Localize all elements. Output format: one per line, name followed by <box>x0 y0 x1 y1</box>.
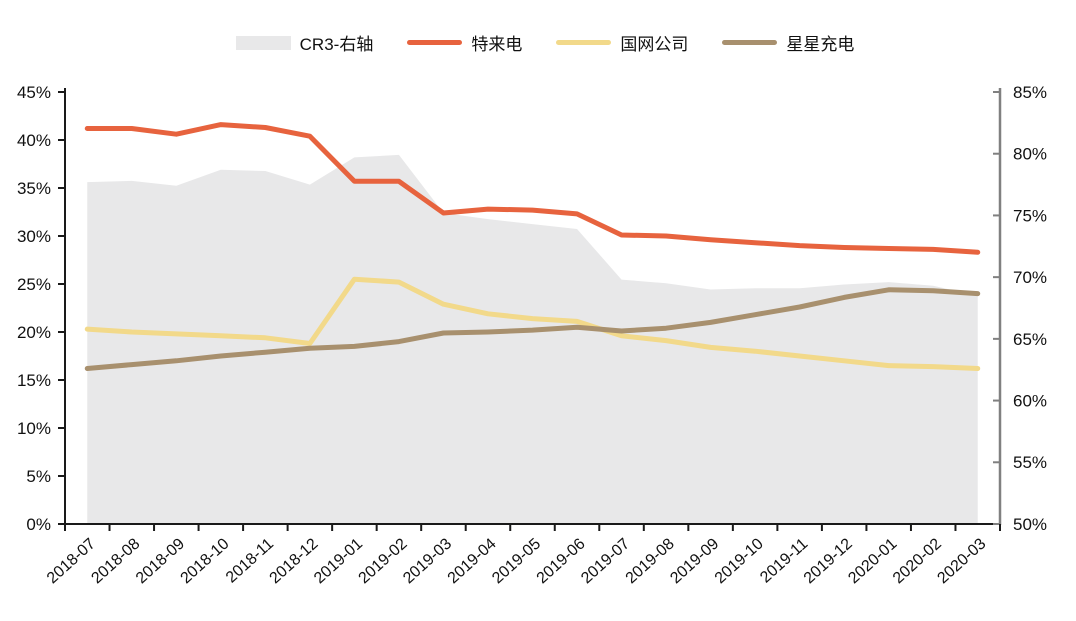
y-axis-label-right: 50% <box>1013 515 1047 534</box>
y-axis-label-left: 0% <box>26 515 51 534</box>
y-axis-label-left: 20% <box>17 323 51 342</box>
chart-legend: CR3-右轴 特来电 国网公司 星星充电 <box>0 30 1076 55</box>
y-axis-label-right: 85% <box>1013 83 1047 102</box>
legend-label-star-charge: 星星充电 <box>786 35 855 54</box>
x-axis-label: 2018-08 <box>88 535 143 587</box>
star-charge-line-swatch <box>722 40 778 45</box>
legend-label-state-grid: 国网公司 <box>620 35 689 54</box>
y-axis-label-right: 60% <box>1013 392 1047 411</box>
legend-label-teld: 特来电 <box>471 35 523 54</box>
state-grid-line-swatch <box>556 40 612 45</box>
x-axis-label: 2019-01 <box>311 535 366 587</box>
y-axis-label-left: 35% <box>17 179 51 198</box>
x-axis-label: 2019-10 <box>712 535 767 587</box>
y-axis-label-right: 80% <box>1013 145 1047 164</box>
x-axis-label: 2019-06 <box>534 535 589 587</box>
x-axis-label: 2019-09 <box>667 535 722 587</box>
legend-item-star-charge: 星星充电 <box>722 30 854 55</box>
legend-item-state-grid: 国网公司 <box>556 30 688 55</box>
x-axis-label: 2019-07 <box>578 535 633 587</box>
y-axis-label-left: 5% <box>26 467 51 486</box>
y-axis-label-right: 70% <box>1013 268 1047 287</box>
y-axis-label-left: 30% <box>17 227 51 246</box>
y-axis-label-left: 10% <box>17 419 51 438</box>
x-axis-label: 2018-09 <box>133 535 188 587</box>
x-axis-label: 2019-05 <box>489 535 544 587</box>
y-axis-label-left: 25% <box>17 275 51 294</box>
x-axis-label: 2018-07 <box>44 535 99 587</box>
cr3-area-swatch <box>235 35 291 50</box>
x-axis-label: 2018-12 <box>267 535 322 587</box>
y-axis-label-left: 40% <box>17 131 51 150</box>
state-grid-line <box>84 276 981 371</box>
x-axis-label: 2019-04 <box>445 535 500 587</box>
x-axis-label: 2020-03 <box>934 535 989 587</box>
teld-line-swatch <box>407 40 463 45</box>
x-axis-label: 2020-01 <box>845 535 900 587</box>
x-axis-label: 2019-03 <box>400 535 455 587</box>
x-axis-label: 2019-02 <box>356 535 411 587</box>
cr3-area <box>87 154 978 524</box>
y-axis-label-right: 55% <box>1013 453 1047 472</box>
y-axis-label-right: 65% <box>1013 330 1047 349</box>
x-axis-label: 2020-02 <box>890 535 945 587</box>
legend-label-cr3: CR3-右轴 <box>299 35 374 54</box>
y-axis-label-left: 45% <box>17 83 51 102</box>
x-axis-label: 2018-10 <box>177 535 232 587</box>
y-axis-label-right: 75% <box>1013 206 1047 225</box>
y-axis-label-left: 15% <box>17 371 51 390</box>
star-charge-line <box>84 287 981 371</box>
x-axis-label: 2019-08 <box>623 535 678 587</box>
x-axis-label: 2019-12 <box>801 535 856 587</box>
teld-line <box>84 122 981 255</box>
legend-item-cr3: CR3-右轴 <box>235 30 374 55</box>
legend-item-teld: 特来电 <box>407 30 522 55</box>
